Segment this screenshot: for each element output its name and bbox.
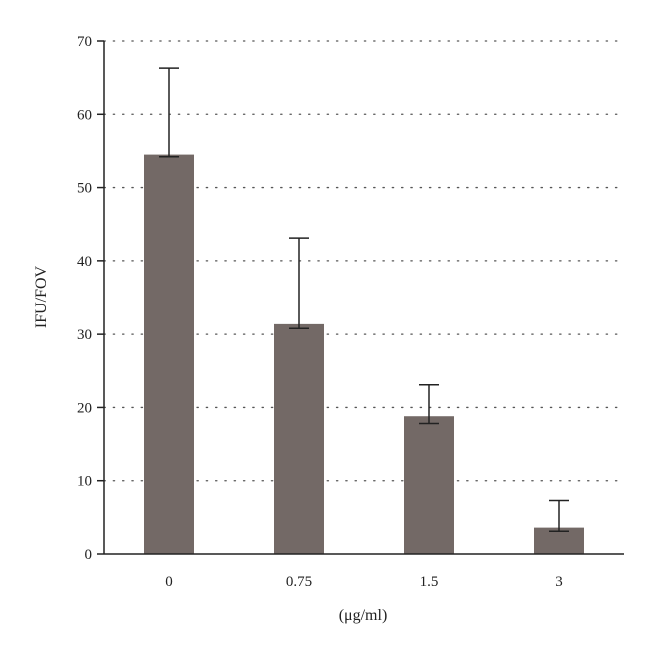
y-tick-label: 50 — [77, 181, 92, 197]
x-tick-label: 0.75 — [286, 574, 312, 590]
error-bar-3 — [549, 499, 569, 533]
error-bar-0 — [159, 67, 179, 158]
y-axis-ticks: 0 10 20 30 40 50 60 70 — [77, 34, 104, 563]
x-axis-ticks: 0 0.75 1.5 3 — [165, 574, 563, 590]
y-tick-label: 10 — [77, 474, 92, 490]
error-bar-0.75 — [289, 237, 309, 330]
bar-1.5 — [404, 416, 454, 554]
y-tick-label: 0 — [85, 547, 93, 563]
y-tick-label: 20 — [77, 400, 92, 416]
grid-lines — [103, 40, 625, 482]
bars — [144, 154, 584, 555]
error-bars — [159, 67, 569, 533]
x-tick-label: 0 — [165, 574, 173, 590]
x-tick-label: 3 — [555, 574, 563, 590]
y-tick-label: 30 — [77, 327, 92, 343]
axes — [103, 41, 624, 555]
y-tick-label: 40 — [77, 254, 92, 270]
x-tick-label: 1.5 — [420, 574, 439, 590]
error-bar-1.5 — [419, 383, 439, 425]
y-tick-label: 60 — [77, 107, 92, 123]
y-tick-label: 70 — [77, 34, 92, 50]
bar-0.75 — [274, 323, 324, 554]
x-axis-title: (μg/ml) — [339, 607, 388, 624]
y-axis-title: IFU/FOV — [33, 265, 50, 328]
bar-0 — [144, 154, 194, 555]
